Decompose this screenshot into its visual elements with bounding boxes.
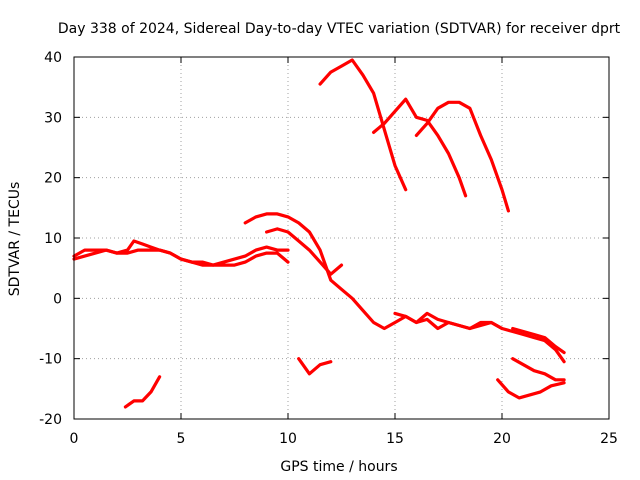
series-track-g [414, 100, 510, 213]
x-tick-label: 0 [70, 431, 79, 447]
series-track-d [265, 227, 344, 276]
series-layer [72, 58, 566, 409]
series-track-m [297, 357, 333, 376]
series-track-h [393, 311, 566, 364]
x-axis-label: GPS time / hours [280, 459, 397, 475]
y-tick-label: -10 [39, 352, 62, 368]
y-tick-label: 0 [53, 291, 62, 307]
series-track-l [123, 375, 162, 409]
x-tick-label: 5 [177, 431, 186, 447]
y-tick-label: 30 [44, 110, 62, 126]
grid-layer [74, 57, 609, 419]
tick-layer: 0 5 10 15 20 25 -20 -10 0 10 20 30 40 [39, 50, 618, 447]
x-tick-label: 25 [600, 431, 618, 447]
y-tick-label: 40 [44, 50, 62, 66]
y-tick-label: 10 [44, 231, 62, 247]
x-tick-label: 20 [493, 431, 511, 447]
y-tick-label: 20 [44, 171, 62, 187]
chart-title: Day 338 of 2024, Sidereal Day-to-day VTE… [58, 21, 621, 37]
series-track-f [372, 97, 468, 198]
series-track-e [318, 58, 408, 192]
series-track-j [511, 357, 566, 382]
series-track-b [72, 248, 290, 267]
y-tick-label: -20 [39, 412, 62, 428]
y-axis-label: SDTVAR / TECUs [7, 182, 23, 297]
x-tick-label: 10 [279, 431, 297, 447]
series-track-i [511, 326, 566, 355]
x-tick-label: 15 [386, 431, 404, 447]
series-track-k [496, 378, 566, 400]
